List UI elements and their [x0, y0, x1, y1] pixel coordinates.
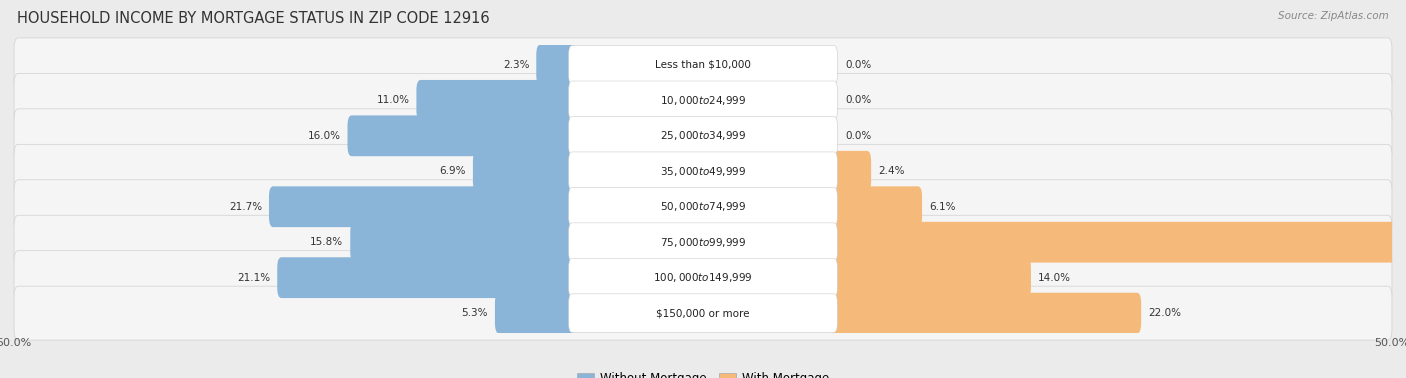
- FancyBboxPatch shape: [472, 151, 576, 192]
- Text: HOUSEHOLD INCOME BY MORTGAGE STATUS IN ZIP CODE 12916: HOUSEHOLD INCOME BY MORTGAGE STATUS IN Z…: [17, 11, 489, 26]
- Text: 16.0%: 16.0%: [308, 131, 340, 141]
- FancyBboxPatch shape: [14, 73, 1392, 127]
- FancyBboxPatch shape: [269, 186, 576, 227]
- Text: 21.7%: 21.7%: [229, 202, 262, 212]
- FancyBboxPatch shape: [568, 187, 838, 226]
- Text: 0.0%: 0.0%: [845, 131, 872, 141]
- FancyBboxPatch shape: [14, 251, 1392, 305]
- Text: 5.3%: 5.3%: [461, 308, 488, 318]
- FancyBboxPatch shape: [830, 293, 1142, 333]
- Text: 2.4%: 2.4%: [877, 166, 904, 176]
- FancyBboxPatch shape: [830, 257, 1031, 298]
- FancyBboxPatch shape: [568, 152, 838, 191]
- FancyBboxPatch shape: [568, 223, 838, 262]
- Text: $150,000 or more: $150,000 or more: [657, 308, 749, 318]
- FancyBboxPatch shape: [568, 116, 838, 155]
- FancyBboxPatch shape: [536, 45, 576, 85]
- Text: $100,000 to $149,999: $100,000 to $149,999: [654, 271, 752, 284]
- Text: 21.1%: 21.1%: [238, 273, 270, 283]
- Text: $75,000 to $99,999: $75,000 to $99,999: [659, 236, 747, 249]
- Text: 11.0%: 11.0%: [377, 95, 409, 105]
- Text: $10,000 to $24,999: $10,000 to $24,999: [659, 94, 747, 107]
- Text: $35,000 to $49,999: $35,000 to $49,999: [659, 165, 747, 178]
- FancyBboxPatch shape: [14, 215, 1392, 269]
- Text: 15.8%: 15.8%: [311, 237, 343, 247]
- Text: 0.0%: 0.0%: [845, 95, 872, 105]
- FancyBboxPatch shape: [568, 81, 838, 120]
- Text: $25,000 to $34,999: $25,000 to $34,999: [659, 129, 747, 142]
- FancyBboxPatch shape: [568, 294, 838, 333]
- FancyBboxPatch shape: [14, 180, 1392, 234]
- Text: 0.0%: 0.0%: [845, 60, 872, 70]
- FancyBboxPatch shape: [14, 144, 1392, 198]
- FancyBboxPatch shape: [568, 45, 838, 84]
- Text: 22.0%: 22.0%: [1149, 308, 1181, 318]
- FancyBboxPatch shape: [416, 80, 576, 121]
- FancyBboxPatch shape: [495, 293, 576, 333]
- Text: 6.9%: 6.9%: [440, 166, 465, 176]
- FancyBboxPatch shape: [347, 115, 576, 156]
- FancyBboxPatch shape: [14, 109, 1392, 163]
- FancyBboxPatch shape: [830, 222, 1406, 263]
- Text: 2.3%: 2.3%: [503, 60, 530, 70]
- Text: 14.0%: 14.0%: [1038, 273, 1071, 283]
- FancyBboxPatch shape: [277, 257, 576, 298]
- Text: $50,000 to $74,999: $50,000 to $74,999: [659, 200, 747, 213]
- FancyBboxPatch shape: [350, 222, 576, 263]
- FancyBboxPatch shape: [14, 38, 1392, 92]
- FancyBboxPatch shape: [830, 186, 922, 227]
- Legend: Without Mortgage, With Mortgage: Without Mortgage, With Mortgage: [572, 367, 834, 378]
- FancyBboxPatch shape: [830, 151, 872, 192]
- Text: Source: ZipAtlas.com: Source: ZipAtlas.com: [1278, 11, 1389, 21]
- Text: Less than $10,000: Less than $10,000: [655, 60, 751, 70]
- Text: 6.1%: 6.1%: [929, 202, 956, 212]
- FancyBboxPatch shape: [14, 286, 1392, 340]
- FancyBboxPatch shape: [568, 258, 838, 297]
